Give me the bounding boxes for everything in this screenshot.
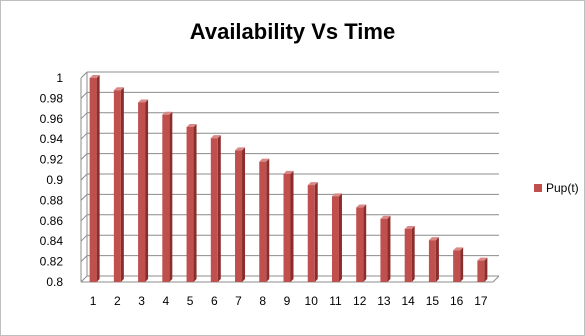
x-tick-label: 12 xyxy=(353,294,367,308)
x-tick-label: 10 xyxy=(305,294,319,308)
y-tick-label: 0.82 xyxy=(40,255,64,269)
bar xyxy=(162,114,170,282)
bar xyxy=(89,78,97,282)
x-tick-label: 1 xyxy=(90,294,97,308)
legend-label: Pup(t) xyxy=(546,181,579,195)
bar xyxy=(404,228,412,282)
bar-top xyxy=(404,225,415,229)
bar-side xyxy=(290,170,294,282)
bar-side xyxy=(363,204,367,282)
bar-side xyxy=(314,182,318,282)
bar-side xyxy=(145,99,149,282)
y-tick-label: 0.98 xyxy=(40,91,64,105)
bar-top xyxy=(283,170,294,174)
y-tick-label: 0.9 xyxy=(46,173,63,187)
bar-top xyxy=(380,215,391,219)
gridline-side xyxy=(80,214,88,222)
y-tick-label: 0.94 xyxy=(40,132,64,146)
y-tick-label: 0.92 xyxy=(40,153,64,167)
bar xyxy=(331,196,339,282)
bar-top xyxy=(186,123,197,127)
y-tick-label: 0.8 xyxy=(46,275,63,289)
gridline-side xyxy=(80,153,88,160)
gridline-side xyxy=(80,173,88,181)
gridline-side xyxy=(80,234,88,242)
y-tick-label: 0.88 xyxy=(40,193,64,207)
bar-side xyxy=(193,123,197,283)
bar xyxy=(453,250,461,282)
gridline-side xyxy=(80,275,88,283)
bar xyxy=(186,126,194,283)
x-tick-label: 14 xyxy=(401,294,415,308)
bar xyxy=(283,173,291,282)
bar-top xyxy=(113,87,124,91)
bar-side xyxy=(411,225,415,282)
bar-top xyxy=(138,99,149,103)
bar-top xyxy=(162,111,173,115)
y-tick-label: 0.86 xyxy=(40,214,64,228)
x-tick-label: 8 xyxy=(259,294,266,308)
bar xyxy=(356,207,364,282)
bar xyxy=(307,185,315,282)
bar-top xyxy=(89,75,100,78)
x-tick-label: 13 xyxy=(377,294,391,308)
legend: Pup(t) xyxy=(534,181,579,195)
bar xyxy=(235,150,243,282)
x-tick-label: 2 xyxy=(114,294,121,308)
legend-swatch xyxy=(534,184,542,192)
bar-side xyxy=(460,247,464,282)
bar-side xyxy=(120,87,124,283)
bar-side xyxy=(242,147,246,282)
y-tick-label: 0.84 xyxy=(40,234,64,248)
x-tick-label: 3 xyxy=(138,294,145,308)
x-tick-label: 11 xyxy=(329,294,342,308)
bar-side xyxy=(169,111,173,282)
bar xyxy=(259,161,267,282)
bar-top xyxy=(356,204,367,208)
bar-side xyxy=(217,135,221,282)
bar xyxy=(428,240,436,282)
gridline-side xyxy=(80,132,88,140)
bar xyxy=(210,138,218,282)
floor-edge xyxy=(492,275,500,283)
chart-title: Availability Vs Time xyxy=(189,19,396,44)
gridline-side xyxy=(80,71,88,79)
gridline-side xyxy=(80,112,88,120)
bar-side xyxy=(266,158,270,282)
bar xyxy=(380,218,388,282)
bar-side xyxy=(435,237,439,282)
bar xyxy=(113,90,121,283)
bar-top xyxy=(428,237,439,241)
gridline-side xyxy=(80,255,88,262)
bar-side xyxy=(387,215,391,282)
bar xyxy=(477,260,485,282)
x-tick-label: 7 xyxy=(235,294,242,308)
bar-top xyxy=(210,135,221,139)
y-tick-label: 1 xyxy=(56,71,63,85)
bar-top xyxy=(331,193,342,197)
gridline-side xyxy=(80,92,88,99)
x-tick-label: 6 xyxy=(211,294,218,308)
bar-top xyxy=(477,257,488,261)
bar-side xyxy=(96,75,100,282)
bar-side xyxy=(338,193,342,282)
bar-top xyxy=(453,247,464,251)
bar-side xyxy=(484,257,488,282)
bar-top xyxy=(259,158,270,162)
x-tick-label: 9 xyxy=(284,294,291,308)
y-tick-label: 0.96 xyxy=(40,112,64,126)
bar xyxy=(138,102,146,282)
gridline-side xyxy=(80,194,88,201)
bar-top xyxy=(307,182,318,186)
x-tick-label: 17 xyxy=(474,294,488,308)
x-tick-label: 5 xyxy=(187,294,194,308)
x-tick-label: 15 xyxy=(426,294,440,308)
x-tick-label: 4 xyxy=(162,294,169,308)
x-tick-label: 16 xyxy=(450,294,464,308)
bar-top xyxy=(235,147,246,151)
